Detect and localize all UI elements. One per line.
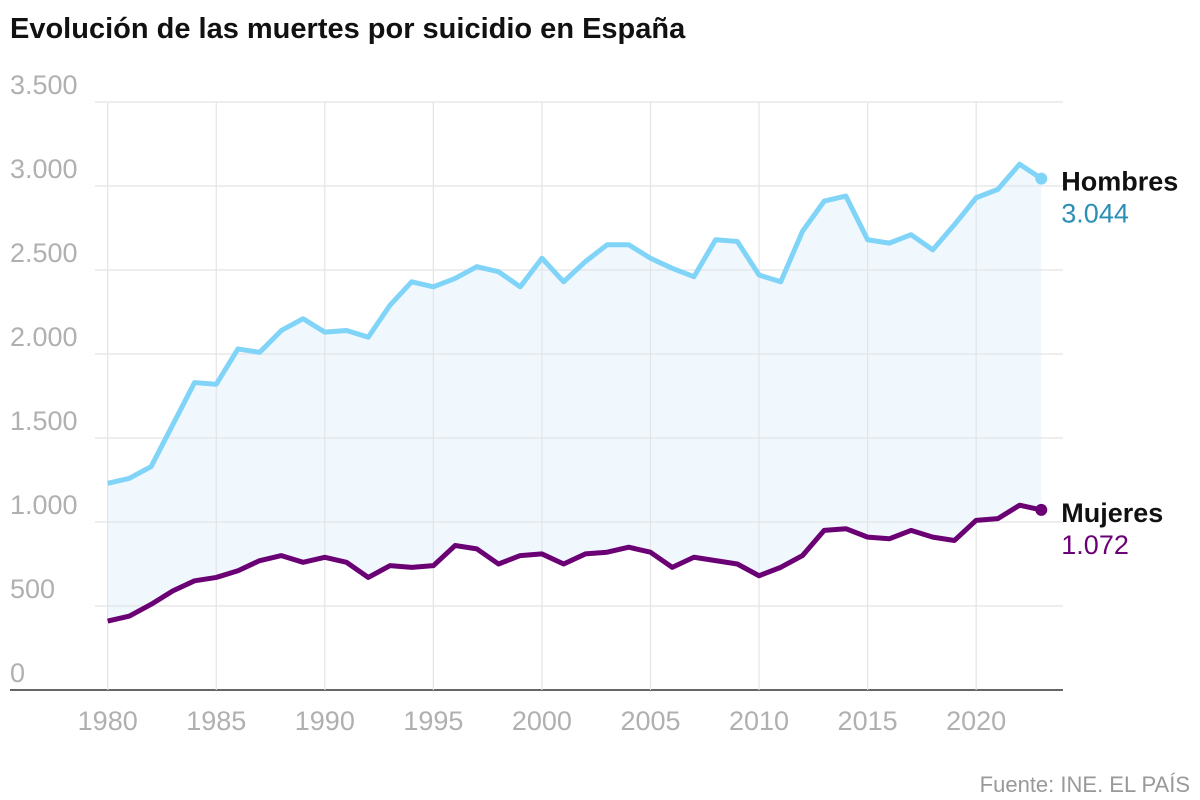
y-tick-label: 0 [10,658,25,688]
end-point [1035,172,1048,185]
x-tick-label: 1990 [295,706,355,736]
x-tick-label: 2000 [512,706,572,736]
y-tick-label: 2.500 [10,238,78,268]
x-tick-label: 2005 [620,706,680,736]
source: Fuente: INE. EL PAÍS [980,772,1190,797]
legend-label: Mujeres [1061,498,1163,528]
area-between [107,164,1042,622]
line [107,161,1043,486]
y-tick-label: 1.500 [10,406,78,436]
value-label: 3.044 [1061,199,1129,229]
chart-title: Evolución de las muertes por suicidio en… [10,13,686,45]
y-tick-label: 1.000 [10,490,78,520]
y-tick-label: 500 [10,574,55,604]
y-tick-label: 3.000 [10,154,78,184]
value-label: 1.072 [1061,530,1129,560]
x-tick-label: 2015 [838,706,898,736]
y-tick-label: 2.000 [10,322,78,352]
x-tick-label: 1980 [78,706,138,736]
x-tick-label: 1995 [403,706,463,736]
y-tick-label: 3.500 [10,70,78,100]
line [107,502,1042,624]
x-tick-label: 2010 [729,706,789,736]
x-tick-label: 1985 [186,706,246,736]
legend-label: Hombres [1061,167,1178,197]
end-point [1035,503,1048,516]
x-tick-label: 2020 [946,706,1006,736]
